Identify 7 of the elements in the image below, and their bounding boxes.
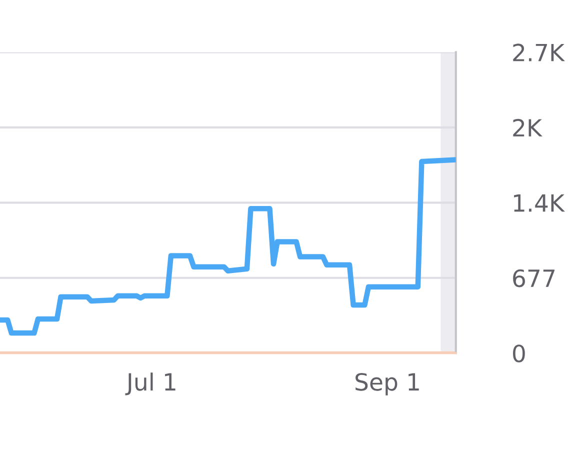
x-tick-label: Sep 1 — [356, 372, 419, 396]
y-tick-label: 677 — [513, 269, 554, 288]
y-tick-label: 2K — [513, 118, 542, 136]
x-tick-label: Jul 1 — [125, 372, 176, 396]
y-tick-label: 2.7K — [513, 44, 565, 62]
y-tick-label: 1.4K — [514, 194, 565, 212]
y-tick-label: 0 — [512, 344, 525, 362]
